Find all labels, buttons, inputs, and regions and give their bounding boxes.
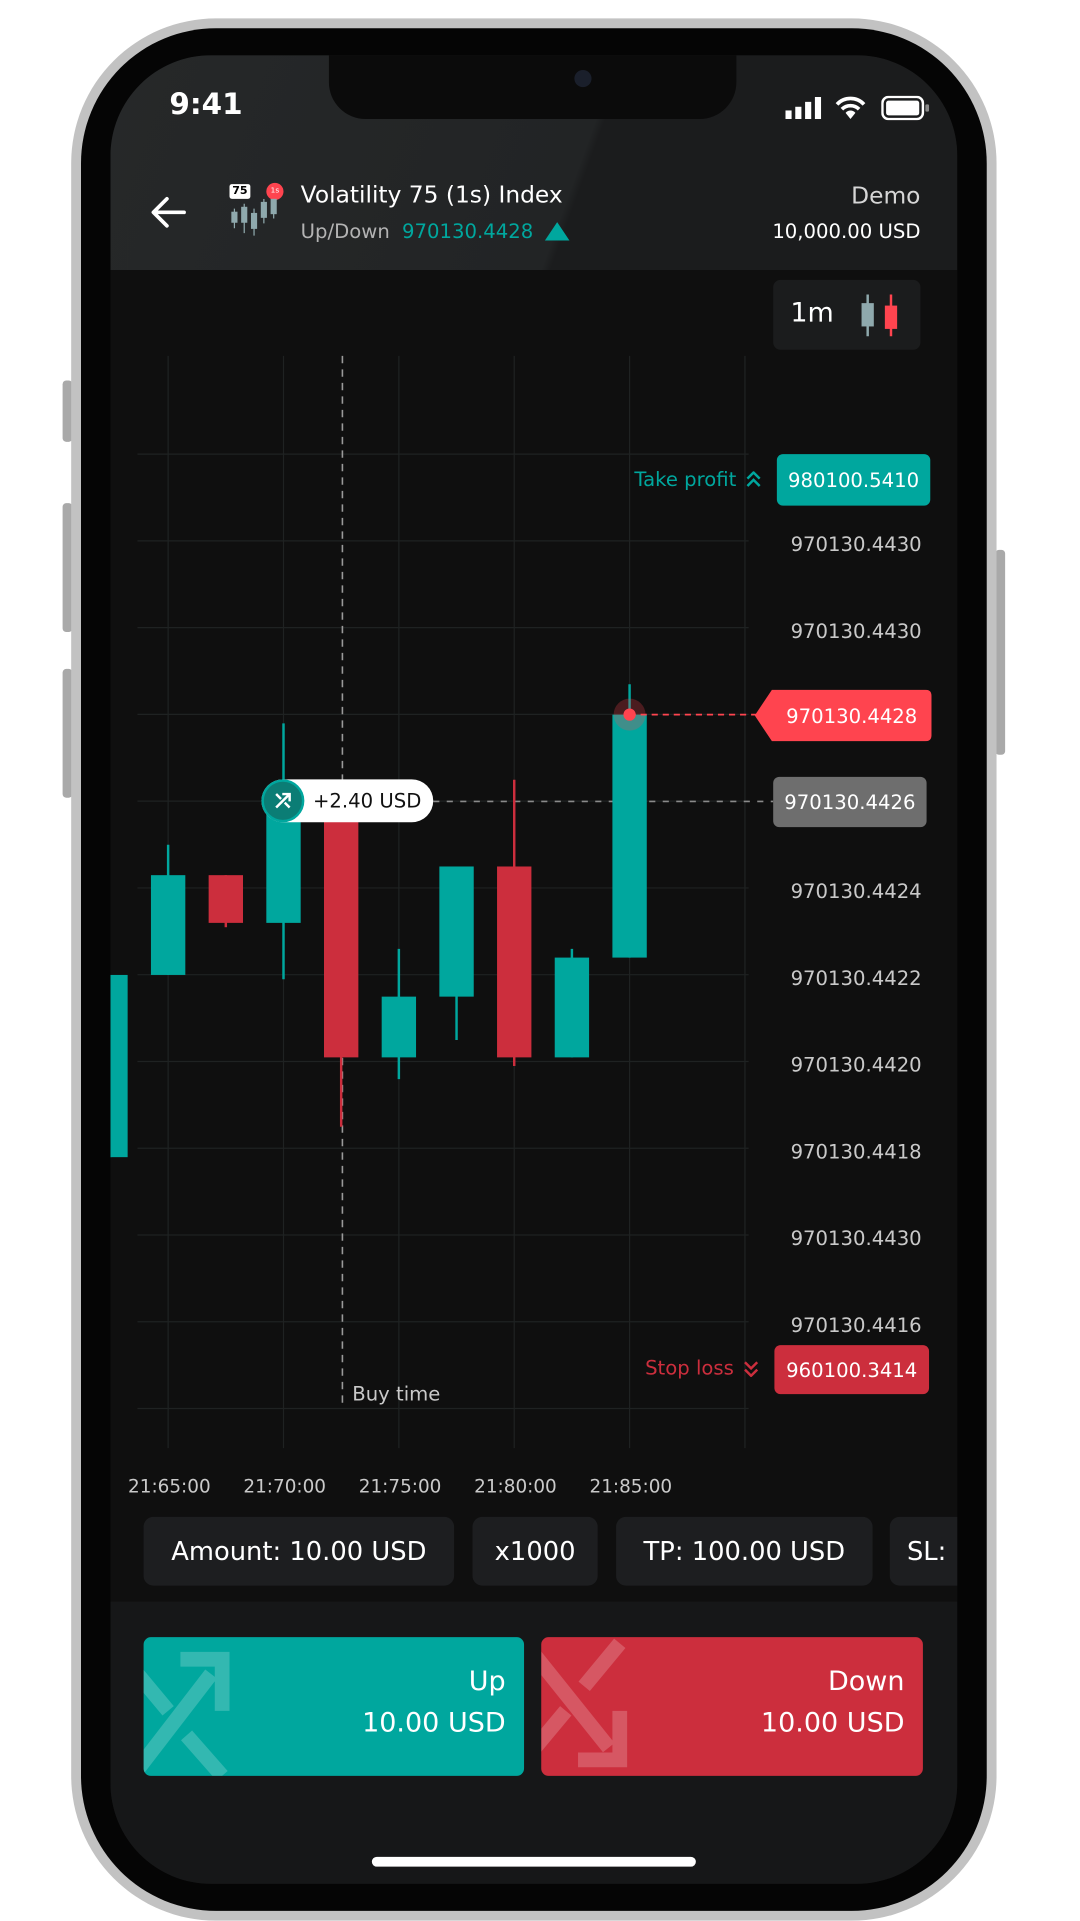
- back-button[interactable]: [147, 190, 191, 234]
- stop-loss-tag[interactable]: 960100.3414: [774, 1345, 930, 1395]
- position-pnl: +2.40 USD: [312, 789, 422, 813]
- stop-loss-chip[interactable]: SL:: [889, 1516, 958, 1586]
- header-subtitle: Up/Down 970130.4428: [300, 219, 571, 243]
- entry-price-tag: 970130.4426: [773, 776, 927, 828]
- up-amount: 10.00 USD: [362, 1708, 506, 1740]
- y-tick-label: 970130.4422: [791, 967, 922, 990]
- y-tick-label: 970130.4416: [791, 1314, 922, 1337]
- x-tick-label: 21:75:00: [359, 1476, 442, 1497]
- camera: [574, 69, 592, 88]
- account-balance: 10,000.00 USD: [772, 219, 921, 243]
- notch: [328, 55, 737, 120]
- arrow-left-icon: [151, 196, 186, 228]
- power-button: [995, 549, 1006, 755]
- x-tick-label: 21:65:00: [128, 1476, 211, 1497]
- stop-loss-label: Stop loss: [645, 1356, 759, 1380]
- take-profit-label: Take profit: [634, 468, 761, 491]
- buy-time-label: Buy time: [352, 1381, 441, 1406]
- down-button[interactable]: Down 10.00 USD: [541, 1637, 923, 1776]
- mute-switch: [62, 380, 73, 442]
- candle-body: [381, 996, 417, 1058]
- up-down-arrows-icon: [261, 779, 305, 823]
- arrow-down-right-icon: [541, 1638, 628, 1768]
- chevrons-up-icon: [746, 470, 761, 487]
- take-profit-chip[interactable]: TP: 100.00 USD: [616, 1516, 873, 1586]
- y-tick-label: 970130.4430: [791, 533, 922, 556]
- current-price-dot: [623, 708, 636, 721]
- candle-body: [266, 814, 301, 923]
- cellular-signal-icon: [785, 96, 824, 120]
- candle-body: [554, 957, 590, 1058]
- home-indicator[interactable]: [371, 1856, 696, 1867]
- x-tick-label: 21:70:00: [243, 1476, 326, 1497]
- y-tick-label: 970130.4420: [791, 1054, 922, 1077]
- symbol-icon: 75 1s: [229, 182, 288, 241]
- y-tick-label: 970130.4430: [791, 620, 922, 643]
- current-price: 970130.4428: [402, 219, 534, 243]
- x-tick-label: 21:80:00: [474, 1476, 557, 1497]
- down-label: Down: [827, 1666, 905, 1698]
- symbol-badge: 75: [229, 184, 251, 199]
- candle-body: [497, 866, 532, 1058]
- volume-up-button: [62, 503, 73, 633]
- app-screen: 9:41 75 1s Volatility 75 (1s) Index Up/D…: [110, 55, 958, 1884]
- candlestick-icon: [231, 198, 277, 236]
- take-profit-tag[interactable]: 980100.5410: [776, 454, 931, 506]
- chevrons-down-icon: [744, 1360, 759, 1377]
- candle-body: [110, 974, 128, 1158]
- arrow-up-right-icon: [143, 1651, 230, 1776]
- battery-icon: [881, 95, 930, 121]
- account-type[interactable]: Demo: [851, 182, 921, 210]
- x-tick-label: 21:85:00: [590, 1476, 673, 1497]
- contract-type: Up/Down: [300, 219, 390, 243]
- current-price-text: 970130.4428: [786, 703, 918, 728]
- y-tick-label: 970130.4424: [791, 880, 922, 903]
- volume-down-button: [62, 668, 73, 798]
- multiplier-chip[interactable]: x1000: [472, 1516, 598, 1586]
- page-title: Volatility 75 (1s) Index: [300, 181, 563, 209]
- amount-chip[interactable]: Amount: 10.00 USD: [143, 1516, 455, 1586]
- y-tick-label: 970130.4418: [791, 1140, 922, 1163]
- candlestick-icon: [861, 294, 898, 337]
- status-time: 9:41: [169, 87, 243, 122]
- candle-body: [323, 814, 359, 1058]
- wifi-icon: [835, 94, 867, 121]
- y-tick-label: 970130.4430: [791, 1227, 922, 1250]
- candle-body: [150, 875, 186, 975]
- candle-body: [612, 714, 647, 958]
- candle-body: [439, 866, 474, 997]
- triangle-up-icon: [545, 222, 571, 241]
- symbol-sub-badge: 1s: [266, 182, 284, 201]
- up-button[interactable]: Up 10.00 USD: [143, 1637, 525, 1776]
- interval-label: 1m: [790, 298, 834, 329]
- down-amount: 10.00 USD: [760, 1708, 905, 1740]
- current-price-tag: 970130.4428: [754, 689, 932, 742]
- candle-body: [208, 875, 243, 923]
- up-label: Up: [468, 1666, 506, 1698]
- price-chart[interactable]: 970130.4430 970130.4430 970130.4424 970130.…: [110, 270, 957, 1507]
- open-position-badge[interactable]: +2.40 USD: [261, 779, 434, 823]
- take-profit-text: Take profit: [634, 467, 737, 491]
- stop-loss-text: Stop loss: [645, 1356, 734, 1380]
- interval-button[interactable]: 1m: [773, 279, 921, 350]
